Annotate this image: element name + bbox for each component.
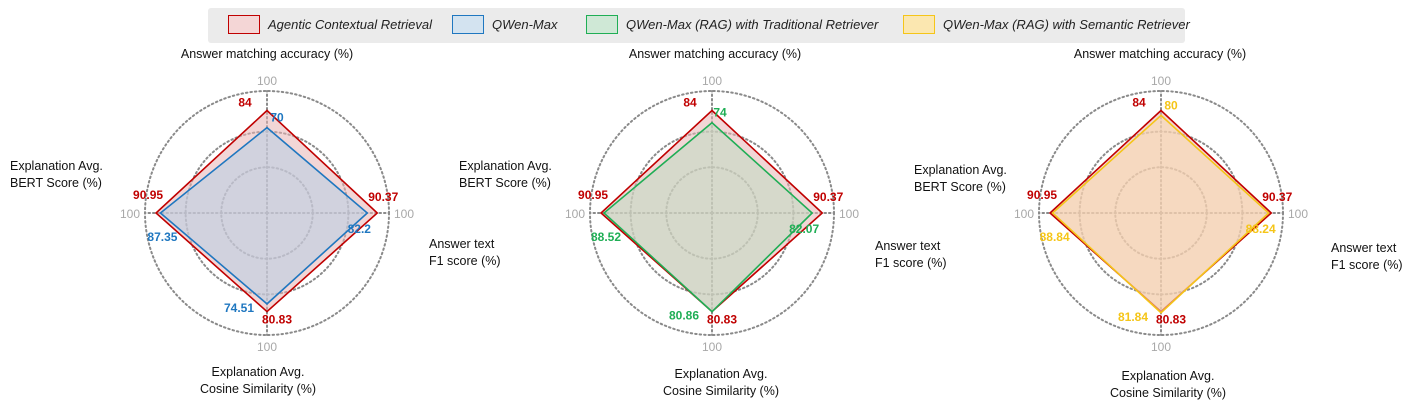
radial-tick-label: 100: [702, 340, 722, 354]
data-label: 90.37: [368, 190, 398, 204]
data-label: 84: [238, 96, 252, 110]
radar-chart-2: 100 100 100 100 84 90.37 80.83 90.95 74 82.07 80.8…: [459, 47, 947, 398]
data-label: 84: [1132, 96, 1146, 110]
radar-chart-1: 100 100 100 100 84 90.37 80.83 90.95 70 82.2 74.51…: [10, 47, 501, 396]
radial-tick-label: 100: [257, 340, 277, 354]
axis-label: Explanation Avg. BERT Score (%): [914, 163, 1007, 194]
radial-tick-label: 100: [257, 74, 277, 88]
data-label: 90.37: [1262, 190, 1292, 204]
data-label: 80.83: [707, 313, 737, 327]
legend-swatch-agentic: [228, 15, 260, 34]
legend-label-qwen-max: QWen-Max: [492, 17, 558, 32]
data-label: 87.35: [147, 230, 177, 244]
series-polygon-2: [1051, 114, 1270, 314]
axis-label: Explanation Avg. BERT Score (%): [10, 159, 103, 190]
data-label: 84: [683, 96, 697, 110]
axis-label: Answer text F1 score (%): [429, 237, 501, 268]
axis-label: Answer matching accuracy (%): [181, 47, 353, 61]
data-label: 81.84: [1118, 310, 1148, 324]
data-label: 90.95: [133, 188, 163, 202]
legend-swatch-traditional: [586, 15, 618, 34]
radial-tick-label: 100: [702, 74, 722, 88]
data-label: 74: [713, 106, 727, 120]
legend-swatch-semantic: [903, 15, 935, 34]
legend: Agentic Contextual Retrieval QWen-Max QW…: [208, 8, 1190, 43]
legend-label-traditional: QWen-Max (RAG) with Traditional Retrieve…: [626, 17, 879, 32]
axis-label: Explanation Avg. Cosine Similarity (%): [200, 365, 316, 396]
series-polygon-2: [602, 121, 814, 313]
series-polygon-2: [159, 126, 369, 305]
radial-tick-label: 100: [565, 207, 585, 221]
axis-label: Answer matching accuracy (%): [629, 47, 801, 61]
axis-label: Answer text F1 score (%): [1331, 241, 1403, 272]
axis-label: Explanation Avg. BERT Score (%): [459, 159, 552, 190]
radial-tick-label: 100: [1288, 207, 1308, 221]
data-label: 88.84: [1040, 230, 1070, 244]
axis-label: Explanation Avg. Cosine Similarity (%): [663, 367, 779, 398]
data-label: 80.86: [669, 309, 699, 323]
radial-tick-label: 100: [839, 207, 859, 221]
data-label: 90.95: [1027, 188, 1057, 202]
data-label: 80.83: [1156, 313, 1186, 327]
data-label: 82.2: [348, 222, 372, 236]
data-label: 90.37: [813, 190, 843, 204]
radial-tick-label: 100: [1151, 74, 1171, 88]
axis-label: Explanation Avg. Cosine Similarity (%): [1110, 369, 1226, 400]
axis-label: Answer matching accuracy (%): [1074, 47, 1246, 61]
data-label: 74.51: [224, 301, 254, 315]
data-label: 82.07: [789, 222, 819, 236]
radar-chart-3: 100 100 100 100 84 90.37 80.83 90.95 80 88.24 81.8…: [914, 47, 1403, 400]
data-label: 70: [270, 111, 284, 125]
radial-tick-label: 100: [120, 207, 140, 221]
data-label: 88.24: [1246, 222, 1276, 236]
radial-tick-label: 100: [1014, 207, 1034, 221]
legend-label-agentic: Agentic Contextual Retrieval: [268, 17, 433, 32]
legend-label-semantic: QWen-Max (RAG) with Semantic Retriever: [943, 17, 1190, 32]
axis-label: Answer text F1 score (%): [875, 239, 947, 270]
radial-tick-label: 100: [394, 207, 414, 221]
legend-swatch-qwen-max: [452, 15, 484, 34]
radial-tick-label: 100: [1151, 340, 1171, 354]
data-label: 90.95: [578, 188, 608, 202]
data-label: 80.83: [262, 313, 292, 327]
data-label: 88.52: [591, 230, 621, 244]
data-label: 80: [1164, 98, 1178, 112]
